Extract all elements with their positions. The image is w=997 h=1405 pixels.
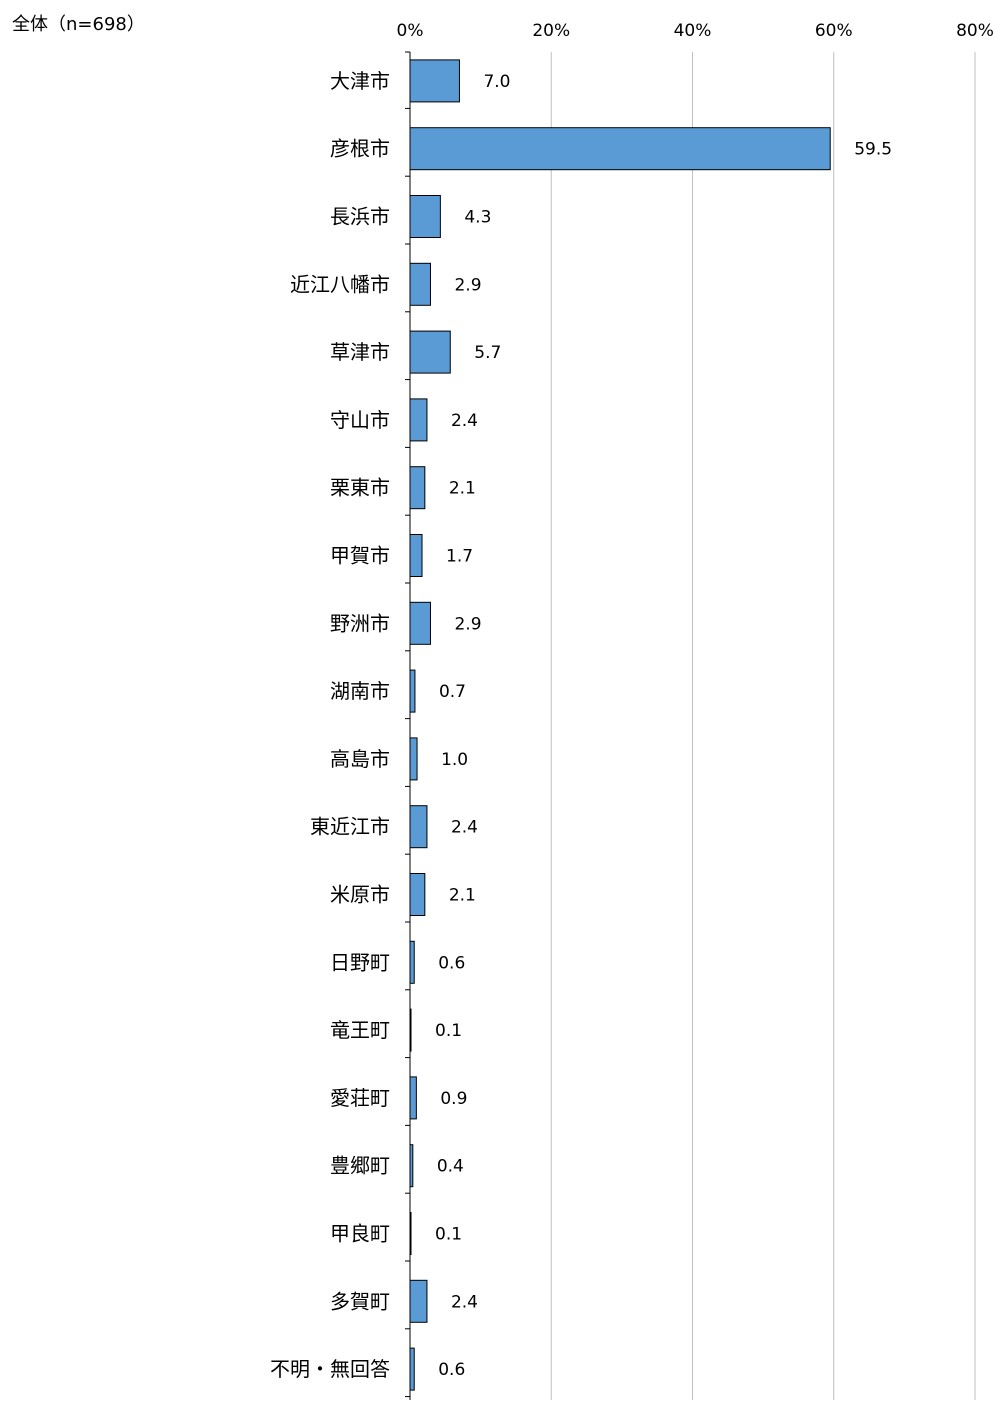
bar [409,59,460,103]
data-label: 2.4 [451,411,478,431]
bar [409,940,415,984]
labels: 大津市 7.0 彦根市 59.5 長浜市 4.3 近江八幡市 2.9 草津市 5.7 守山市 2.4 栗… [270,69,892,1381]
category-label: 甲良町 [330,1222,390,1246]
x-tick-label: 80% [956,21,994,41]
category-label: 大津市 [330,69,390,93]
category-label: 近江八幡市 [290,272,390,296]
data-label: 2.4 [451,1292,478,1312]
data-label: 0.6 [438,953,465,973]
data-label: 2.4 [451,818,478,838]
data-label: 0.1 [435,1021,462,1041]
gridlines [550,52,976,1400]
data-label: 0.4 [437,1157,464,1177]
category-label: 多賀町 [330,1289,390,1313]
category-axis [405,51,411,1400]
bar [409,398,428,442]
category-label: 愛荘町 [330,1086,390,1110]
category-label: 竜王町 [330,1018,390,1042]
data-label: 0.9 [440,1089,467,1109]
data-label: 2.9 [454,275,481,295]
x-axis-ticks: 0% 20% 40% 60% 80% [397,21,994,41]
data-label: 1.7 [446,547,473,567]
bar [409,262,431,306]
category-label: 守山市 [330,408,390,432]
category-label: 米原市 [330,883,390,907]
data-label: 0.6 [438,1360,465,1380]
bars [409,59,831,1391]
data-label: 2.1 [449,886,476,906]
data-label: 1.0 [441,750,468,770]
data-label: 4.3 [464,208,491,228]
bar [409,195,441,238]
bar [409,873,426,916]
bar [409,805,428,849]
data-label: 2.1 [449,479,476,499]
category-label: 高島市 [330,747,390,771]
bar [409,737,418,781]
x-tick-label: 0% [397,21,424,41]
data-label: 5.7 [474,343,501,363]
category-label: 不明・無回答 [270,1357,390,1381]
bar [409,127,831,171]
category-label: 日野町 [330,950,390,974]
category-label: 豊郷町 [330,1154,390,1178]
category-label: 東近江市 [310,815,390,839]
data-label: 0.1 [435,1225,462,1245]
data-label: 0.7 [439,682,466,702]
bar [409,330,451,374]
x-tick-label: 60% [815,21,853,41]
bar [409,534,423,577]
bar [409,601,431,645]
category-label: 甲賀市 [330,544,390,568]
bar [409,1076,417,1120]
category-label: 彦根市 [330,137,390,161]
category-label: 草津市 [330,340,390,364]
bar [409,1279,428,1323]
x-tick-label: 40% [674,21,712,41]
bar [409,1347,415,1391]
category-label: 栗東市 [330,476,390,500]
x-tick-label: 20% [532,21,570,41]
data-label: 2.9 [454,614,481,634]
data-label: 7.0 [483,72,510,92]
bar [409,466,426,510]
data-label: 59.5 [854,140,892,160]
category-label: 野洲市 [330,611,390,635]
bar [409,669,416,713]
chart-subtitle: 全体（n=698） [12,14,145,35]
category-label: 湖南市 [330,679,390,703]
category-label: 長浜市 [330,205,390,229]
